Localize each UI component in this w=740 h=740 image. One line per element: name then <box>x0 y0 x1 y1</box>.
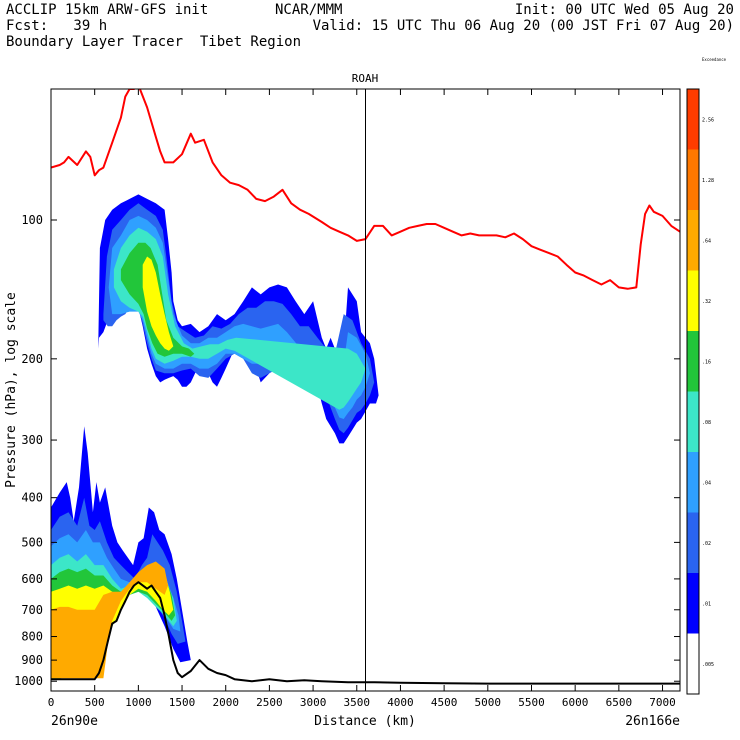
y-tick-label: 900 <box>21 653 43 667</box>
colorbar-label: Exceedance <box>702 57 727 62</box>
plume-surface-level-p64 <box>51 561 169 679</box>
y-tick-label: 100 <box>21 213 43 227</box>
colorbar-swatch <box>687 391 699 452</box>
x-axis-label: Distance (km) <box>314 714 416 729</box>
plume-surface <box>51 426 191 679</box>
colorbar-swatch <box>687 89 699 150</box>
header-forecast-hour: Fcst: 39 h <box>6 18 108 34</box>
x-tick-label: 5500 <box>518 696 545 709</box>
x-tick-label: 1000 <box>125 696 152 709</box>
colorbar-label: .04 <box>702 480 711 486</box>
colorbar-swatch <box>687 512 699 573</box>
plume-upper-plume-level-p02 <box>103 203 375 434</box>
chart-title: ROAH <box>352 72 379 85</box>
colorbar-label: .01 <box>702 601 711 607</box>
y-tick-label: 500 <box>21 535 43 549</box>
colorbar-label: .005 <box>702 662 714 668</box>
y-tick-label: 300 <box>21 433 43 447</box>
y-tick-label: 400 <box>21 491 43 505</box>
colorbar-swatch <box>687 633 699 694</box>
colorbar-label: .16 <box>702 359 711 365</box>
profile-lines <box>51 89 680 685</box>
colorbar-swatch <box>687 452 699 513</box>
colorbar-label: .02 <box>702 541 711 547</box>
axes: 0 500 1000 1500 2000 2500 3000 3500 4000 4500 5000… <box>14 89 680 709</box>
header-organization: NCAR/MMM <box>275 2 343 18</box>
plume-upper-plume <box>98 194 379 444</box>
colorbar-swatch <box>687 573 699 634</box>
x-tick-label: 6500 <box>606 696 633 709</box>
plume-upper-plume-level-p08 <box>113 227 366 410</box>
y-axis-label: Pressure (hPa), log scale <box>4 292 19 488</box>
tracer-plumes <box>51 194 379 679</box>
y-tick-label: 800 <box>21 630 43 644</box>
colorbar: .005 .01 .02 .04 .08 .16 .32 .64 1.28 2.56 Exceeda… <box>686 57 727 695</box>
colorbar-swatch <box>687 270 699 331</box>
x-tick-label: 5000 <box>475 696 502 709</box>
colorbar-label: .32 <box>702 299 711 305</box>
y-tick-label: 200 <box>21 352 43 366</box>
x-end-label: 26n166e <box>625 714 680 729</box>
tropopause-line <box>51 89 680 290</box>
x-tick-label: 2000 <box>212 696 239 709</box>
colorbar-swatch <box>687 210 699 271</box>
colorbar-swatch <box>687 331 699 392</box>
x-tick-label: 500 <box>85 696 105 709</box>
colorbar-label: .08 <box>702 420 711 426</box>
x-tick-label: 2500 <box>256 696 283 709</box>
header-valid-time: Valid: 15 UTC Thu 06 Aug 20 (00 JST Fri … <box>312 18 734 34</box>
x-tick-label: 1500 <box>169 696 196 709</box>
terrain-line <box>51 581 680 685</box>
x-tick-label: 4000 <box>387 696 414 709</box>
x-start-label: 26n90e <box>51 714 98 729</box>
colorbar-swatch <box>687 149 699 210</box>
colorbar-label: .64 <box>702 238 711 244</box>
x-tick-label: 4500 <box>431 696 458 709</box>
x-tick-label: 3500 <box>344 696 371 709</box>
y-tick-label: 600 <box>21 572 43 586</box>
x-tick-label: 7000 <box>649 696 676 709</box>
header-field-name: Boundary Layer Tracer Tibet Region <box>6 34 302 50</box>
x-tick-label: 6000 <box>562 696 589 709</box>
plume-upper-plume-level-p32 <box>142 256 174 351</box>
y-tick-label: 700 <box>21 603 43 617</box>
x-tick-label: 0 <box>48 696 55 709</box>
colorbar-frame <box>686 88 700 695</box>
header-init-time: Init: 00 UTC Wed 05 Aug 20 <box>514 2 734 18</box>
x-tick-label: 3000 <box>300 696 327 709</box>
header-title: ACCLIP 15km ARW-GFS init <box>6 2 209 18</box>
y-tick-label: 1000 <box>14 674 43 688</box>
colorbar-label: 1.28 <box>702 178 714 184</box>
colorbar-label: 2.56 <box>702 117 714 123</box>
